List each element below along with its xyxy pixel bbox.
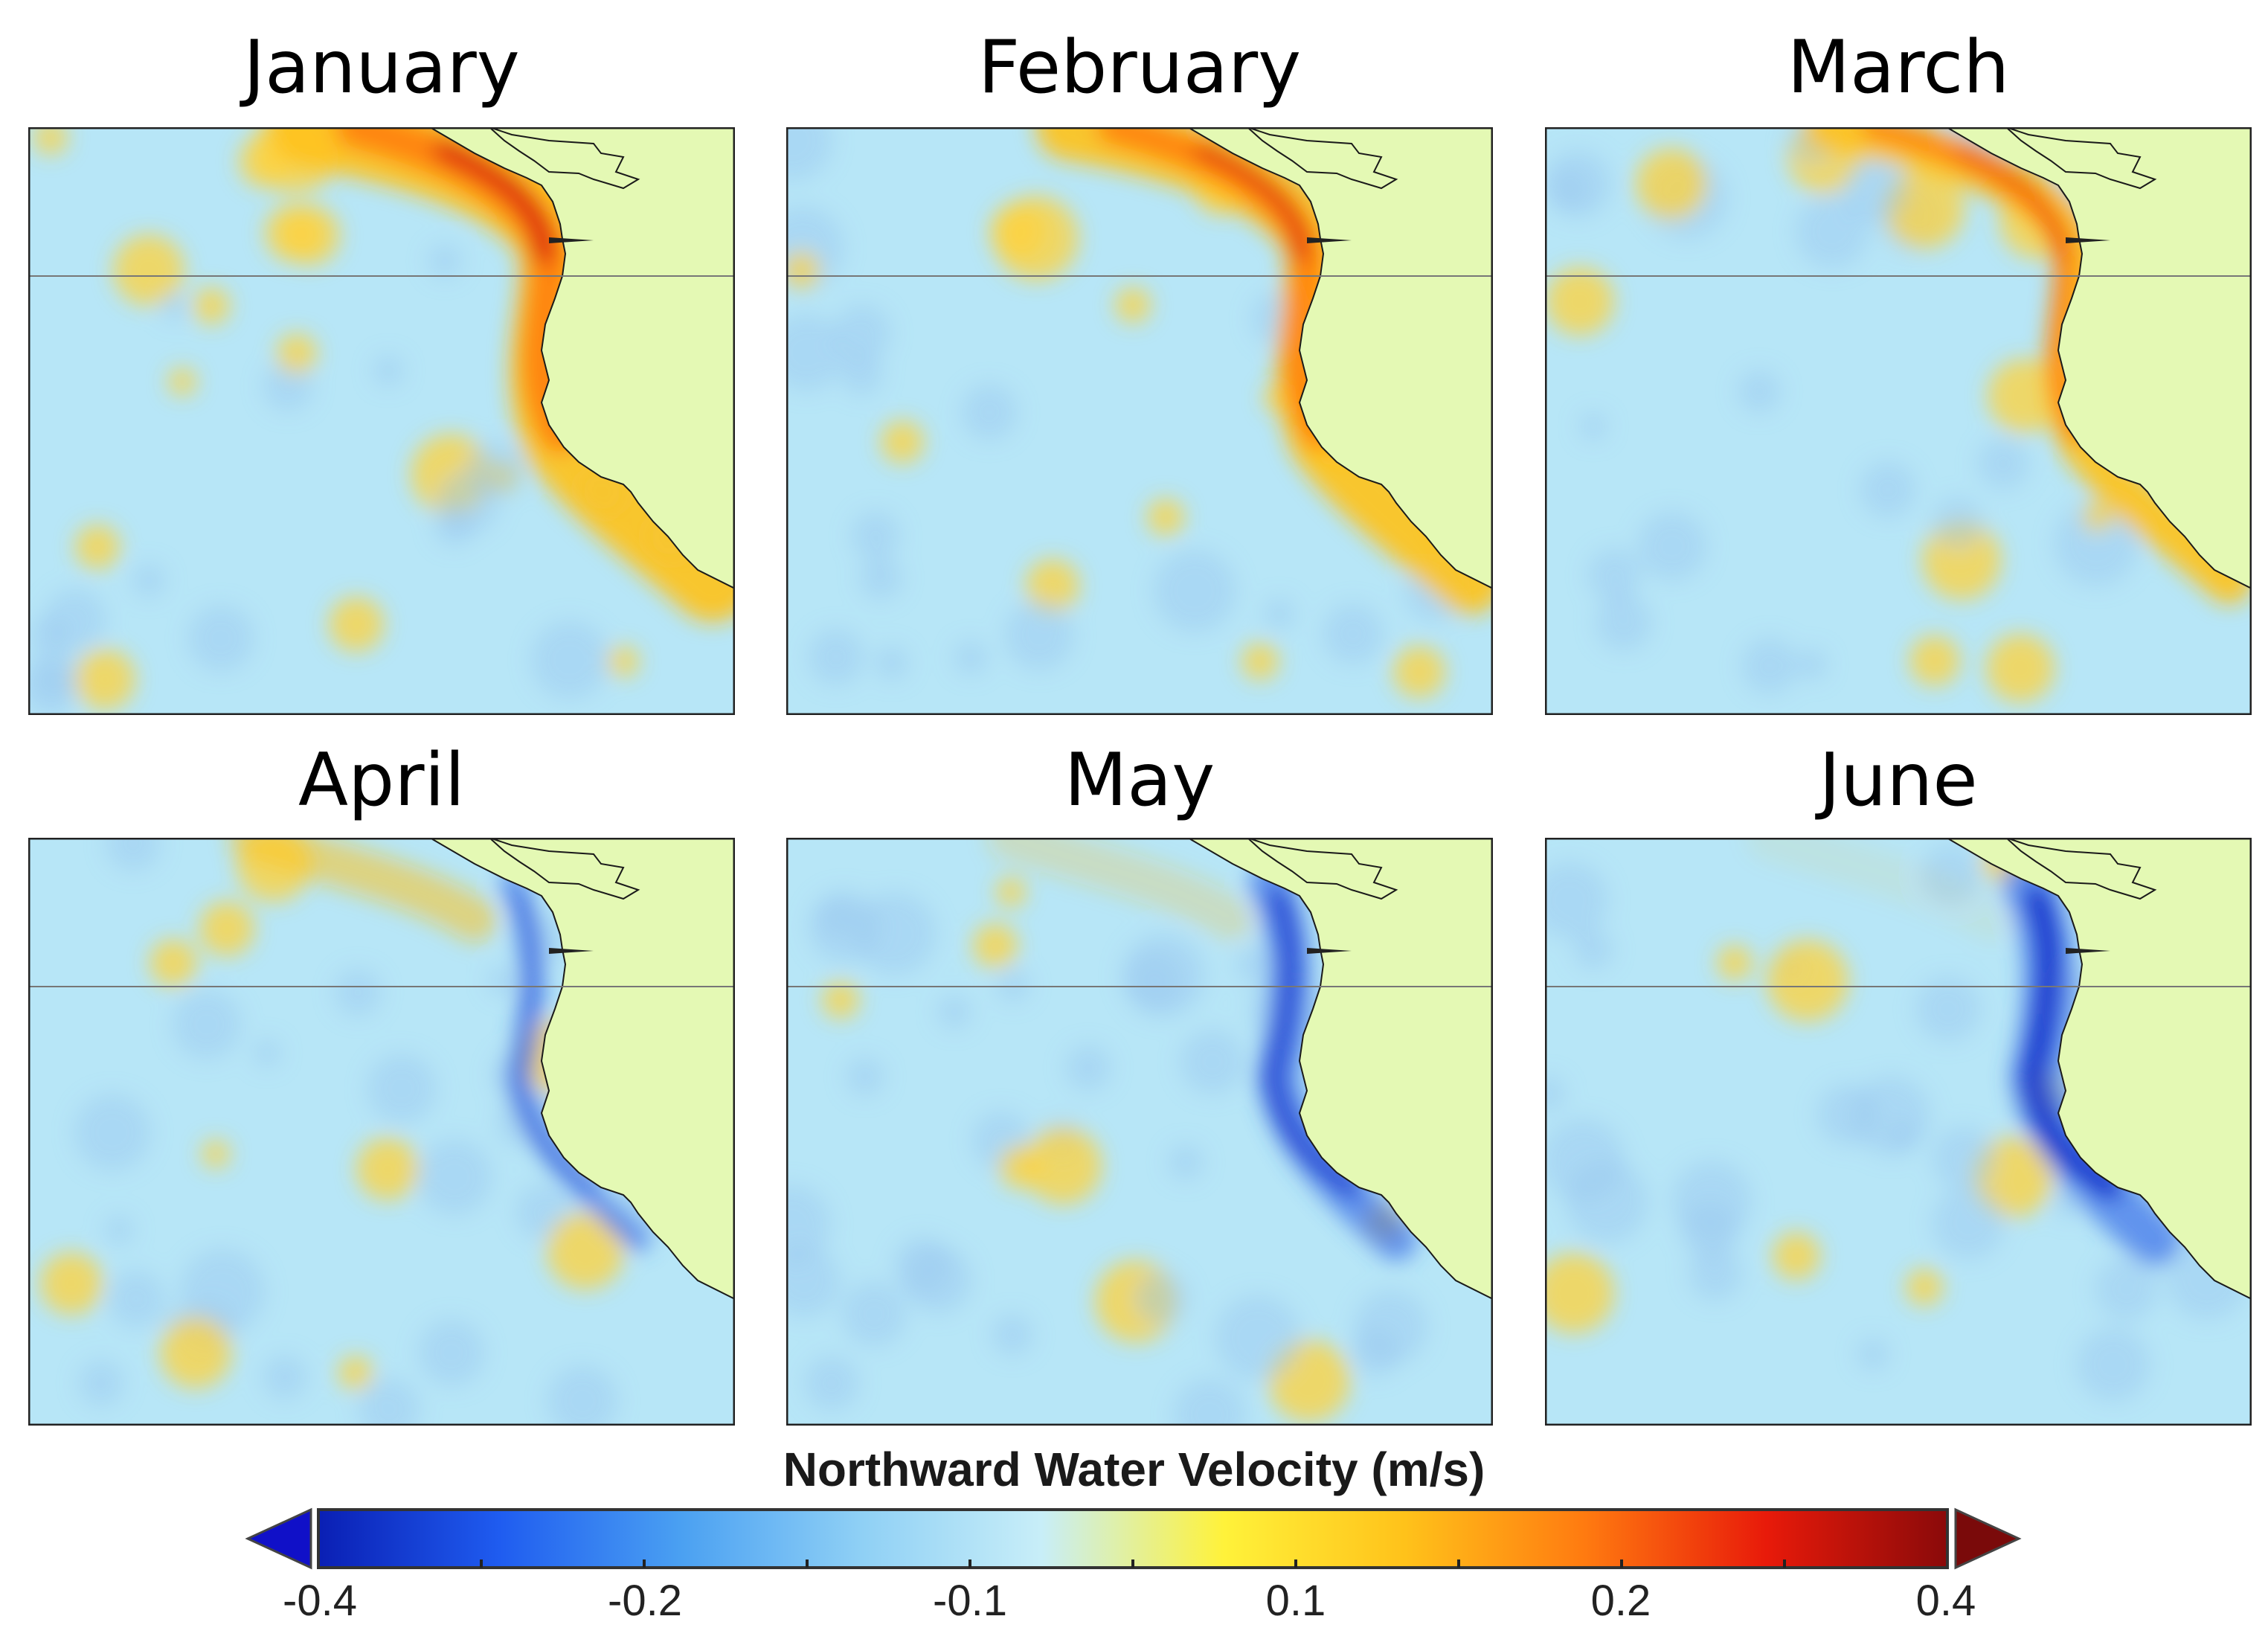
velocity-map — [786, 127, 1493, 715]
colorbar-minor-ticks — [480, 1559, 1786, 1568]
velocity-map — [28, 127, 735, 715]
colorbar-tick-label: 0.4 — [1915, 1577, 1976, 1625]
colorbar-tick-label: 0.2 — [1590, 1577, 1651, 1625]
panel-title: April — [298, 738, 465, 823]
panel-title: February — [977, 25, 1302, 110]
velocity-map — [1545, 127, 2252, 715]
panel-title: March — [1787, 25, 2010, 110]
colorbar-tick-label: 0.1 — [1265, 1577, 1326, 1625]
colorbar-title: Northward Water Velocity (m/s) — [783, 1443, 1485, 1496]
colorbar-tick-label: -0.2 — [608, 1577, 682, 1625]
panel-title: January — [243, 25, 520, 110]
colorbar-tick-label: -0.1 — [933, 1577, 1007, 1625]
colorbar-tick-label: -0.4 — [283, 1577, 357, 1625]
panel-title: June — [1819, 738, 1978, 823]
colorbar-high-extend-arrow — [1954, 1507, 2022, 1570]
velocity-map — [786, 838, 1493, 1426]
velocity-map — [28, 838, 735, 1426]
colorbar-gradient — [317, 1508, 1949, 1569]
panel-title: May — [1064, 738, 1215, 823]
velocity-map — [1545, 838, 2252, 1426]
colorbar-low-extend-arrow — [245, 1507, 312, 1570]
